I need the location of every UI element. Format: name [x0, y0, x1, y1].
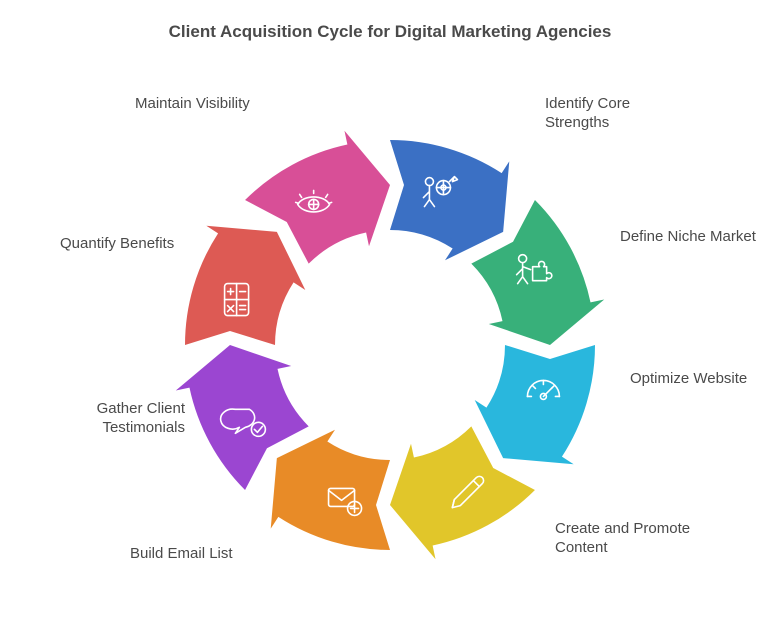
cycle-segment — [185, 226, 305, 345]
segment-label: Optimize Website — [630, 370, 747, 389]
segment-label: Create and Promote Content — [555, 520, 705, 558]
cycle-segment — [475, 345, 595, 464]
cycle-segment — [390, 140, 509, 260]
cycle-segment — [271, 430, 390, 550]
segment-label: Gather Client Testimonials — [35, 400, 185, 438]
segment-label: Quantify Benefits — [60, 235, 174, 254]
segment-label: Maintain Visibility — [135, 95, 250, 114]
segment-label: Build Email List — [130, 545, 233, 564]
segment-label: Define Niche Market — [620, 228, 756, 247]
segment-label: Identify Core Strengths — [545, 95, 695, 133]
